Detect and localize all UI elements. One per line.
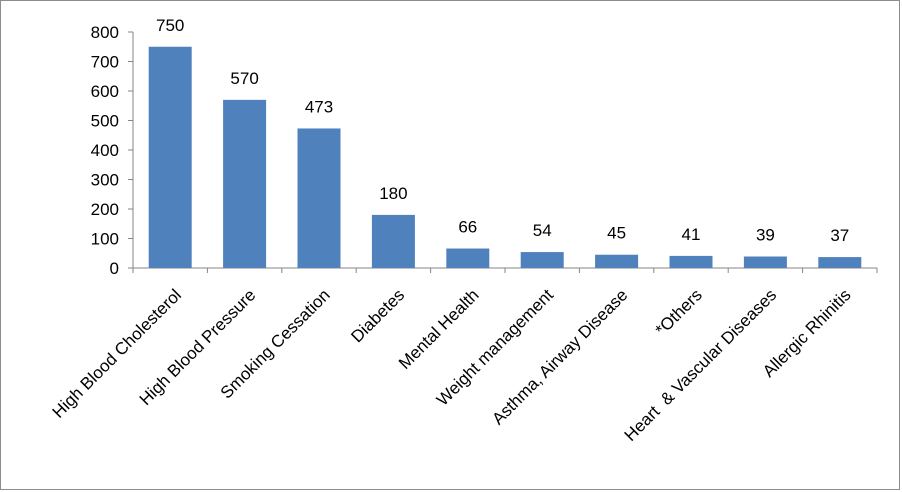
category-label: *Others bbox=[652, 285, 706, 339]
y-tick-label: 100 bbox=[91, 230, 119, 249]
bar bbox=[520, 252, 564, 268]
bar bbox=[223, 99, 267, 268]
bar bbox=[595, 254, 639, 268]
y-tick-label: 800 bbox=[91, 23, 119, 42]
data-label: 37 bbox=[830, 226, 849, 245]
bar bbox=[669, 255, 713, 268]
bar bbox=[371, 214, 415, 268]
y-tick-label: 0 bbox=[110, 259, 119, 278]
data-label: 570 bbox=[230, 69, 258, 88]
data-label: 750 bbox=[156, 16, 184, 35]
y-tick-label: 400 bbox=[91, 141, 119, 160]
category-label: High Blood Cholesterol bbox=[49, 285, 185, 421]
bar bbox=[148, 46, 192, 268]
bar bbox=[446, 248, 490, 268]
data-label: 180 bbox=[379, 184, 407, 203]
category-label: Diabetes bbox=[347, 285, 408, 346]
data-labels: 750 570 473 180 66 54 45 41 39 37 bbox=[156, 16, 849, 245]
data-label: 45 bbox=[607, 224, 626, 243]
bars bbox=[148, 46, 862, 268]
y-tick-label: 500 bbox=[91, 112, 119, 131]
bar bbox=[818, 257, 862, 268]
bar bbox=[297, 128, 341, 268]
category-label: Heart & Vascular Diseases bbox=[621, 285, 781, 445]
data-label: 39 bbox=[756, 225, 775, 244]
data-label: 66 bbox=[458, 218, 477, 237]
y-tick-label: 700 bbox=[91, 53, 119, 72]
y-axis: 0 100 200 300 400 500 600 700 800 bbox=[91, 23, 878, 278]
y-tick-label: 200 bbox=[91, 200, 119, 219]
data-label: 473 bbox=[305, 97, 333, 116]
data-label: 41 bbox=[682, 225, 701, 244]
bar bbox=[743, 256, 787, 268]
y-tick-label: 600 bbox=[91, 82, 119, 101]
category-label: Asthma, Airway Disease bbox=[488, 285, 631, 428]
y-tick-label: 300 bbox=[91, 171, 119, 190]
data-label: 54 bbox=[533, 221, 552, 240]
